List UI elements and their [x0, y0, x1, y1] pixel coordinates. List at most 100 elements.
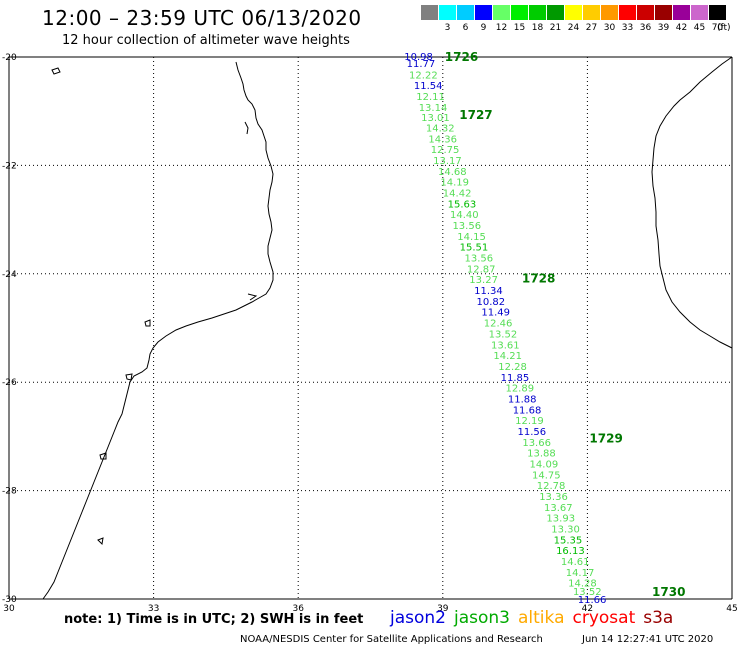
- wave-height-label: 15.63: [448, 199, 477, 210]
- wave-height-label: 14.61: [561, 557, 590, 568]
- wave-height-label: 12.75: [431, 145, 460, 156]
- scale-swatch: [511, 5, 528, 20]
- madagascar-coastline: [651, 56, 733, 349]
- wave-height-label: 14.21: [493, 351, 522, 362]
- lat-label: -24: [2, 270, 17, 280]
- scale-label: 6: [462, 23, 469, 33]
- wave-height-label: 14.17: [566, 568, 595, 579]
- wave-height-label: 13.93: [546, 514, 575, 525]
- wave-height-label: 14.42: [443, 189, 472, 200]
- wave-height-label: 13.30: [551, 525, 580, 536]
- scale-label: 3: [444, 23, 451, 33]
- wave-height-label: 13.52: [489, 329, 518, 340]
- time-label: 1726: [445, 50, 478, 64]
- africa-coastline: [42, 61, 274, 600]
- wave-height-label: 11.66: [578, 595, 607, 606]
- scale-swatch: [493, 5, 510, 20]
- wave-height-label: 12.22: [409, 70, 438, 81]
- wave-height-label: 11.77: [407, 59, 436, 70]
- scale-label: 12: [495, 23, 508, 33]
- credit-text: NOAA/NESDIS Center for Satellite Applica…: [240, 634, 543, 645]
- time-label: 1730: [652, 585, 685, 599]
- scale-label: 70: [711, 23, 724, 33]
- scale-swatch: [457, 5, 474, 20]
- wave-height-label: 13.01: [421, 113, 450, 124]
- wave-height-label: 13.61: [491, 340, 520, 351]
- wave-height-label: 12.11: [416, 92, 445, 103]
- wave-height-label: 12.89: [505, 384, 534, 395]
- scale-label: 42: [675, 23, 688, 33]
- lon-label: 36: [292, 604, 304, 614]
- chart-subtitle: 12 hour collection of altimeter wave hei…: [62, 33, 350, 48]
- time-label: 1727: [459, 108, 492, 122]
- scale-label: 21: [549, 23, 562, 33]
- wave-height-label: 14.36: [428, 134, 457, 145]
- scale-label: 39: [657, 23, 670, 33]
- legend-jason2: jason2: [390, 608, 446, 628]
- scale-swatch: [421, 5, 438, 20]
- wave-height-label: 14.15: [457, 232, 486, 243]
- scale-unit: (ft): [717, 23, 731, 33]
- scale-label: 24: [567, 23, 580, 33]
- scale-swatch: [547, 5, 564, 20]
- scale-label: 18: [531, 23, 544, 33]
- scale-label: 15: [513, 23, 526, 33]
- scale-swatch: [655, 5, 672, 20]
- lon-label: 42: [582, 604, 593, 614]
- wave-height-label: 13.17: [433, 156, 462, 167]
- wave-height-label: 13.14: [419, 103, 448, 114]
- wave-height-label: 13.52: [573, 587, 602, 598]
- lon-label: 45: [726, 604, 737, 614]
- wave-height-label: 13.88: [527, 449, 556, 460]
- wave-height-label: 13.66: [522, 438, 551, 449]
- time-label: 1729: [589, 431, 622, 445]
- lat-label: -22: [2, 161, 17, 171]
- wave-height-label: 12.46: [484, 319, 513, 330]
- wave-height-label: 12.28: [498, 362, 527, 373]
- scale-label: 27: [585, 23, 598, 33]
- lat-lon-grid: [9, 57, 732, 599]
- satellite-legend: jason2 jason3 altika cryosat s3a: [390, 608, 681, 628]
- wave-height-label: 10.82: [477, 297, 506, 308]
- wave-height-label: 10.98: [404, 52, 433, 63]
- lat-label: -20: [2, 53, 17, 63]
- wave-height-label: 11.54: [414, 81, 443, 92]
- wave-height-label: 15.35: [554, 535, 583, 546]
- legend-s3a: s3a: [643, 608, 674, 628]
- credit-timestamp: Jun 14 12:27:41 UTC 2020: [582, 634, 714, 645]
- wave-height-label: 11.56: [518, 427, 547, 438]
- wave-height-label: 13.56: [452, 221, 481, 232]
- wave-height-label: 11.34: [474, 286, 503, 297]
- wave-height-label: 11.68: [513, 405, 542, 416]
- lon-label: 30: [3, 604, 15, 614]
- wave-height-label: 12.87: [467, 264, 496, 275]
- scale-swatch: [673, 5, 690, 20]
- wave-height-label: 16.13: [556, 546, 585, 557]
- wave-height-label: 11.49: [481, 308, 510, 319]
- wave-height-label: 14.75: [532, 470, 561, 481]
- wave-height-label: 14.09: [530, 460, 559, 471]
- chart-title: 12:00 – 23:59 UTC 06/13/2020: [42, 6, 362, 30]
- observations-layer: 10.9811.7712.2211.5412.1113.1413.0114.32…: [404, 52, 606, 606]
- time-label: 1728: [522, 272, 555, 286]
- map-frame: [8, 56, 733, 600]
- scale-swatch: [601, 5, 618, 20]
- wave-height-label: 11.88: [508, 394, 537, 405]
- scale-swatch: [637, 5, 654, 20]
- scale-swatch: [583, 5, 600, 20]
- wave-height-label: 15.51: [460, 243, 489, 254]
- wave-height-label: 14.68: [438, 167, 467, 178]
- time-labels-layer: 1726 1727 1728 1729 1730: [445, 50, 686, 599]
- lat-label: -30: [2, 595, 17, 605]
- wave-height-label: 13.27: [469, 275, 498, 286]
- scale-swatch: [565, 5, 582, 20]
- wave-height-label: 14.28: [568, 579, 597, 590]
- lat-label: -28: [2, 487, 17, 497]
- scale-swatch: [475, 5, 492, 20]
- legend-cryosat: cryosat: [572, 608, 636, 628]
- lat-label: -26: [2, 378, 17, 388]
- wave-height-label: 13.36: [539, 492, 568, 503]
- lon-label: 39: [437, 604, 449, 614]
